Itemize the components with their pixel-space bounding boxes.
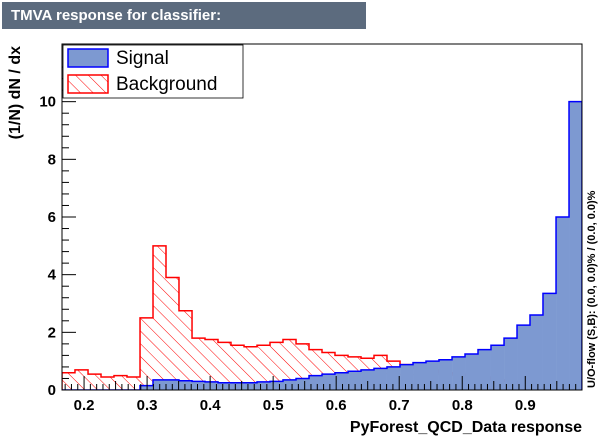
signal-bin: [192, 381, 206, 390]
x-tick-label: 0.9: [515, 397, 536, 414]
signal-bin: [490, 345, 505, 390]
x-axis-title: PyForest_QCD_Data response: [350, 419, 582, 436]
signal-bin: [230, 382, 245, 390]
background-bin: [101, 377, 114, 390]
background-bin: [114, 375, 127, 390]
x-tick-label: 0.7: [389, 397, 410, 414]
background-bin: [62, 372, 75, 390]
y-tick-label: 0: [48, 382, 56, 399]
x-tick-label: 0.8: [452, 397, 473, 414]
y-tick-label: 10: [39, 94, 56, 111]
signal-bin: [244, 382, 258, 390]
chart-title: TMVA response for classifier: PyForest_Q…: [2, 2, 366, 51]
background-bin: [230, 345, 245, 390]
legend-signal-swatch: [67, 48, 109, 68]
signal-bin: [517, 325, 530, 390]
signal-bin: [504, 338, 518, 390]
background-bin: [74, 369, 89, 390]
signal-bin: [542, 293, 557, 390]
signal-bin: [282, 379, 297, 390]
background-bin: [126, 377, 141, 390]
signal-bin: [218, 382, 231, 390]
signal-outline: [62, 100, 582, 390]
background-bin: [205, 339, 218, 390]
signal-bin: [452, 356, 466, 390]
background-bin: [140, 317, 154, 390]
overflow-note: U/O-flow (S,B): (0.0, 0.0)% / (0.0, 0.0)…: [586, 190, 598, 388]
x-tick-label: 0.5: [263, 397, 284, 414]
background-bin: [88, 374, 102, 390]
signal-bin: [270, 381, 283, 390]
background-bin: [153, 245, 166, 390]
signal-bin: [530, 315, 543, 390]
background-bin: [257, 345, 270, 390]
legend-signal-label: Signal: [116, 48, 169, 69]
signal-bin: [348, 371, 362, 390]
signal-bin: [465, 353, 478, 390]
signal-bin: [569, 101, 582, 390]
signal-bin: [140, 385, 154, 390]
y-tick-label: 2: [48, 324, 56, 341]
y-tick-label: 8: [48, 151, 56, 168]
signal-bin: [374, 368, 387, 390]
background-bin: [192, 338, 206, 390]
signal-bin: [296, 378, 310, 390]
signal-bin: [556, 217, 570, 390]
signal-bin: [400, 364, 414, 390]
signal-bin: [361, 369, 374, 390]
background-bin: [178, 310, 193, 390]
signal-bin: [386, 366, 401, 390]
background-bin: [218, 342, 231, 390]
legend: Signal Background: [62, 44, 244, 99]
signal-bin: [322, 374, 335, 390]
signal-bin: [334, 372, 349, 390]
x-tick-label: 0.3: [137, 397, 158, 414]
signal-bin: [205, 381, 218, 390]
x-tick-label: 0.6: [326, 397, 347, 414]
background-bin: [166, 277, 179, 390]
signal-bin: [438, 359, 453, 390]
signal-bin: [413, 362, 426, 390]
signal-bin: [257, 381, 270, 390]
x-tick-label: 0.2: [74, 397, 95, 414]
y-axis-title: (1/N) dN / dx: [7, 46, 24, 139]
signal-bin: [178, 380, 193, 390]
background-bin: [244, 346, 258, 390]
legend-background-label: Background: [116, 74, 217, 95]
y-tick-label: 6: [48, 209, 56, 226]
signal-bin: [478, 349, 491, 390]
y-tick-label: 4: [48, 267, 57, 284]
legend-background-swatch: [67, 74, 109, 94]
signal-bin: [426, 361, 439, 390]
background-bin: [282, 339, 297, 390]
signal-bin: [309, 375, 322, 390]
axes: 0 2 4 6 8 10 0.2 0.3 0.4 0.5 0.6 0.7 0.8 0.9: [39, 66, 577, 414]
signal-histogram: [62, 100, 582, 390]
x-tick-label: 0.4: [200, 397, 222, 414]
